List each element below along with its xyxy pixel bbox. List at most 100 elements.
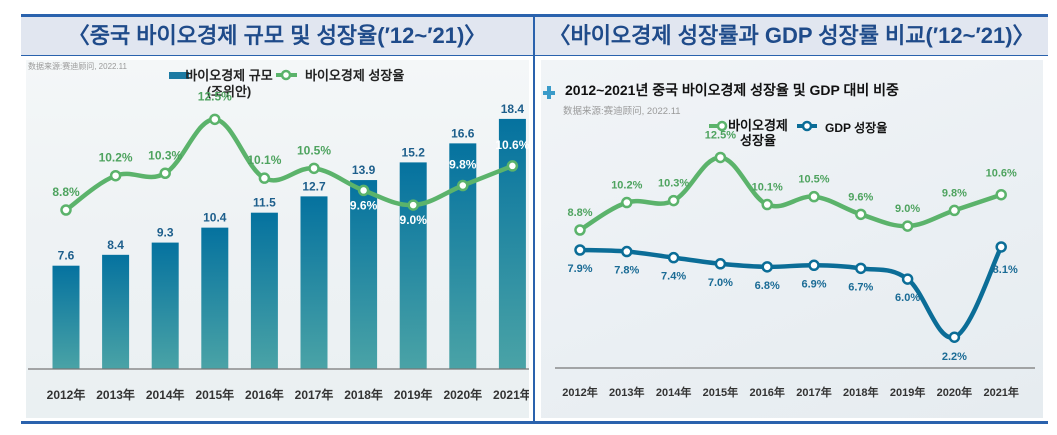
gdp-growth-label: 2.2% bbox=[942, 351, 967, 363]
bio-growth-point bbox=[574, 224, 586, 236]
bio-growth-point bbox=[808, 190, 820, 203]
gdp-growth-point bbox=[995, 241, 1007, 253]
x-tick-label: 2016年 bbox=[749, 385, 784, 399]
gdp-growth-point bbox=[621, 245, 633, 258]
bio-growth-point bbox=[60, 204, 72, 216]
bio-growth-label: 10.3% bbox=[658, 178, 689, 190]
bio-growth-label: 10.6% bbox=[495, 138, 529, 152]
bio-growth-label: 8.8% bbox=[52, 185, 80, 199]
bar-2020年 bbox=[449, 143, 477, 369]
bar-2012年 bbox=[52, 265, 80, 369]
gdp-growth-label: 7.8% bbox=[614, 265, 639, 277]
gdp-growth-label: 6.0% bbox=[895, 292, 920, 304]
bar-value-label: 8.4 bbox=[107, 238, 124, 252]
gdp-growth-point bbox=[667, 251, 680, 264]
gdp-growth-point bbox=[714, 258, 727, 270]
bio-growth-point bbox=[621, 196, 633, 209]
bio-growth-label: 10.1% bbox=[247, 153, 281, 167]
bio-growth-point bbox=[209, 113, 221, 126]
bio-growth-label: 9.0% bbox=[400, 213, 428, 227]
bio-growth-point bbox=[308, 162, 320, 175]
bio-growth-label: 10.2% bbox=[99, 151, 133, 165]
gdp-growth-label: 7.0% bbox=[708, 277, 733, 289]
bio-growth-label: 12.5% bbox=[705, 129, 736, 141]
gdp-growth-label: 6.9% bbox=[801, 278, 826, 290]
bar-value-label: 9.3 bbox=[157, 226, 174, 240]
bar-2018年 bbox=[350, 180, 378, 369]
bio-growth-label: 9.0% bbox=[895, 203, 920, 215]
left-legend: 바이오경제 규모 (조위안) 바이오경제 성장율 bbox=[169, 68, 404, 99]
bio-growth-point bbox=[407, 199, 419, 211]
bio-growth-point bbox=[714, 151, 727, 164]
gdp-growth-point bbox=[855, 262, 867, 275]
legend-bio-label-line2: 성장율 bbox=[740, 133, 776, 148]
x-tick-label: 2012年 bbox=[47, 387, 86, 402]
bio-growth-label: 8.8% bbox=[567, 207, 592, 219]
right-panel-title: 〈바이오경제 성장률과 GDP 성장률 비교(′12~′21)〉 bbox=[548, 23, 1035, 48]
legend-gdp-marker bbox=[801, 120, 813, 132]
x-tick-label: 2016年 bbox=[245, 387, 284, 402]
bar-value-label: 7.6 bbox=[58, 249, 75, 263]
bio-growth-label: 10.5% bbox=[297, 143, 331, 157]
x-tick-label: 2019年 bbox=[394, 387, 433, 402]
bar-2016年 bbox=[250, 212, 278, 369]
gdp-growth-label: 6.8% bbox=[755, 280, 780, 292]
legend-bar-label-line1: 바이오경제 규모 bbox=[185, 68, 272, 83]
legend-line-label: 바이오경제 성장율 bbox=[305, 68, 404, 83]
bio-growth-label: 12.5% bbox=[198, 89, 232, 103]
bar-2017年 bbox=[300, 196, 328, 369]
left-source-note: 数据来源:赛迪顾问, 2022.11 bbox=[28, 61, 128, 71]
x-tick-label: 2013年 bbox=[96, 387, 135, 402]
left-chart-panel: 数据来源:赛迪顾问, 2022.11 바이오경제 규모 (조위안) 바이오경제 … bbox=[26, 60, 532, 418]
right-chart-title: 2012~2021년 중국 바이오경제 성장율 및 GDP 대비 비중 bbox=[565, 82, 899, 98]
panel-divider bbox=[533, 17, 535, 421]
x-tick-label: 2014年 bbox=[656, 385, 691, 399]
bio-growth-point bbox=[761, 198, 773, 211]
bio-growth-point bbox=[948, 204, 961, 217]
bio-growth-label: 10.3% bbox=[148, 148, 182, 162]
x-tick-label: 2018年 bbox=[344, 387, 383, 402]
bar-value-label: 15.2 bbox=[402, 145, 426, 159]
gdp-growth-point bbox=[948, 331, 961, 343]
bio-growth-point bbox=[109, 169, 122, 182]
bio-growth-label: 9.8% bbox=[942, 187, 967, 199]
gdp-growth-label: 8.1% bbox=[993, 264, 1018, 276]
x-tick-label: 2017年 bbox=[796, 385, 831, 399]
gdp-growth-point bbox=[808, 259, 820, 272]
bio-growth-point bbox=[258, 172, 271, 184]
bio-growth-label: 9.6% bbox=[350, 198, 378, 212]
bio-growth-label: 10.6% bbox=[986, 168, 1017, 180]
gdp-growth-point bbox=[901, 273, 914, 285]
legend-line-marker bbox=[280, 69, 292, 81]
bio-growth-point bbox=[159, 167, 171, 179]
bottom-border bbox=[21, 421, 1048, 424]
bar-value-label: 13.9 bbox=[352, 163, 376, 177]
bio-growth-point bbox=[901, 220, 914, 232]
figure-frame: 〈중국 바이오경제 규모 및 성장율(′12~′21)〉 〈바이오경제 성장률과… bbox=[21, 14, 1048, 424]
gdp-growth-line bbox=[577, 244, 1004, 340]
bio-growth-label: 9.8% bbox=[449, 158, 477, 172]
bio-growth-point bbox=[457, 179, 469, 192]
x-tick-label: 2020年 bbox=[937, 385, 972, 399]
bar-2015年 bbox=[201, 227, 229, 369]
bar-value-label: 16.6 bbox=[451, 126, 475, 140]
right-chart-panel: 2012~2021년 중국 바이오경제 성장율 및 GDP 대비 비중 数据来源… bbox=[541, 60, 1043, 418]
left-panel-title: 〈중국 바이오경제 규모 및 성장율(′12~′21)〉 bbox=[67, 23, 487, 48]
plus-icon bbox=[543, 86, 555, 99]
x-tick-label: 2019年 bbox=[890, 385, 925, 399]
bar-value-label: 10.4 bbox=[203, 211, 227, 225]
right-legend: 바이오경제 성장율 GDP 성장율 bbox=[709, 118, 887, 148]
x-tick-label: 2021年 bbox=[493, 387, 529, 402]
gdp-growth-label: 6.7% bbox=[848, 281, 873, 293]
x-tick-label: 2021年 bbox=[983, 385, 1018, 399]
bio-growth-point bbox=[506, 160, 519, 172]
gdp-growth-point bbox=[761, 261, 773, 273]
bio-growth-line bbox=[577, 155, 1004, 233]
legend-bar-swatch bbox=[169, 72, 189, 79]
bio-growth-line bbox=[63, 117, 515, 213]
x-tick-label: 2015年 bbox=[703, 385, 738, 399]
bio-growth-point bbox=[357, 184, 370, 197]
bar-value-label: 18.4 bbox=[501, 102, 525, 116]
bar-value-label: 11.5 bbox=[253, 196, 276, 210]
legend-bar-label-line2: (조위안) bbox=[207, 84, 252, 99]
